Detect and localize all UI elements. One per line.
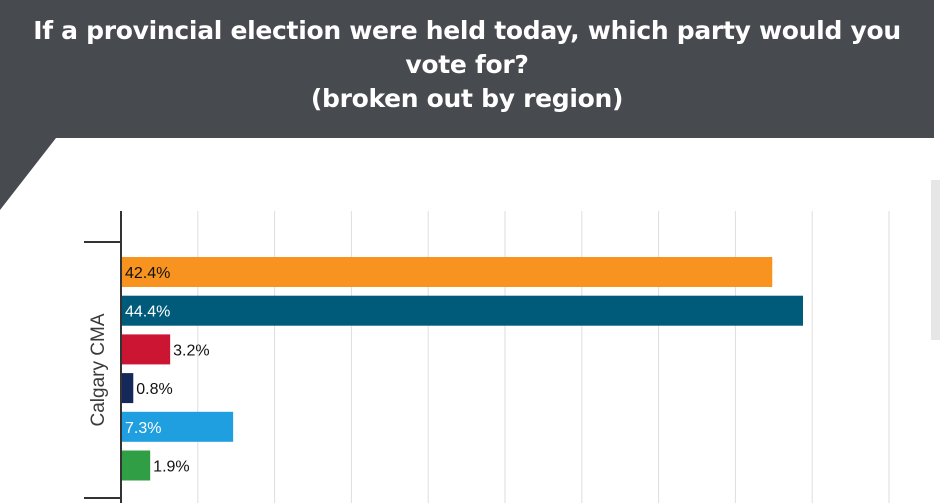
bar-value-label: 0.8% [136, 381, 172, 398]
bar [121, 257, 773, 287]
page-scrollbar[interactable] [931, 180, 940, 340]
bar [121, 411, 234, 442]
bar-value-label: 44.4% [125, 304, 170, 321]
bar [121, 373, 134, 404]
chart-header: If a provincial election were held today… [0, 0, 934, 138]
bar [121, 295, 803, 326]
category-label: Calgary CMA [88, 313, 109, 426]
bar-value-label: 7.3% [125, 420, 161, 437]
bar-value-label: 1.9% [153, 459, 189, 476]
header-corner-decoration [0, 138, 56, 210]
chart-subtitle: (broken out by region) [310, 84, 624, 113]
bar [121, 450, 151, 481]
bar-value-label: 3.2% [173, 342, 209, 359]
chart-title-line-1: If a provincial election were held today… [33, 16, 901, 45]
bar-value-label: 42.4% [125, 265, 170, 282]
chart-title-line-2: vote for? [405, 50, 529, 79]
bar [121, 334, 171, 365]
